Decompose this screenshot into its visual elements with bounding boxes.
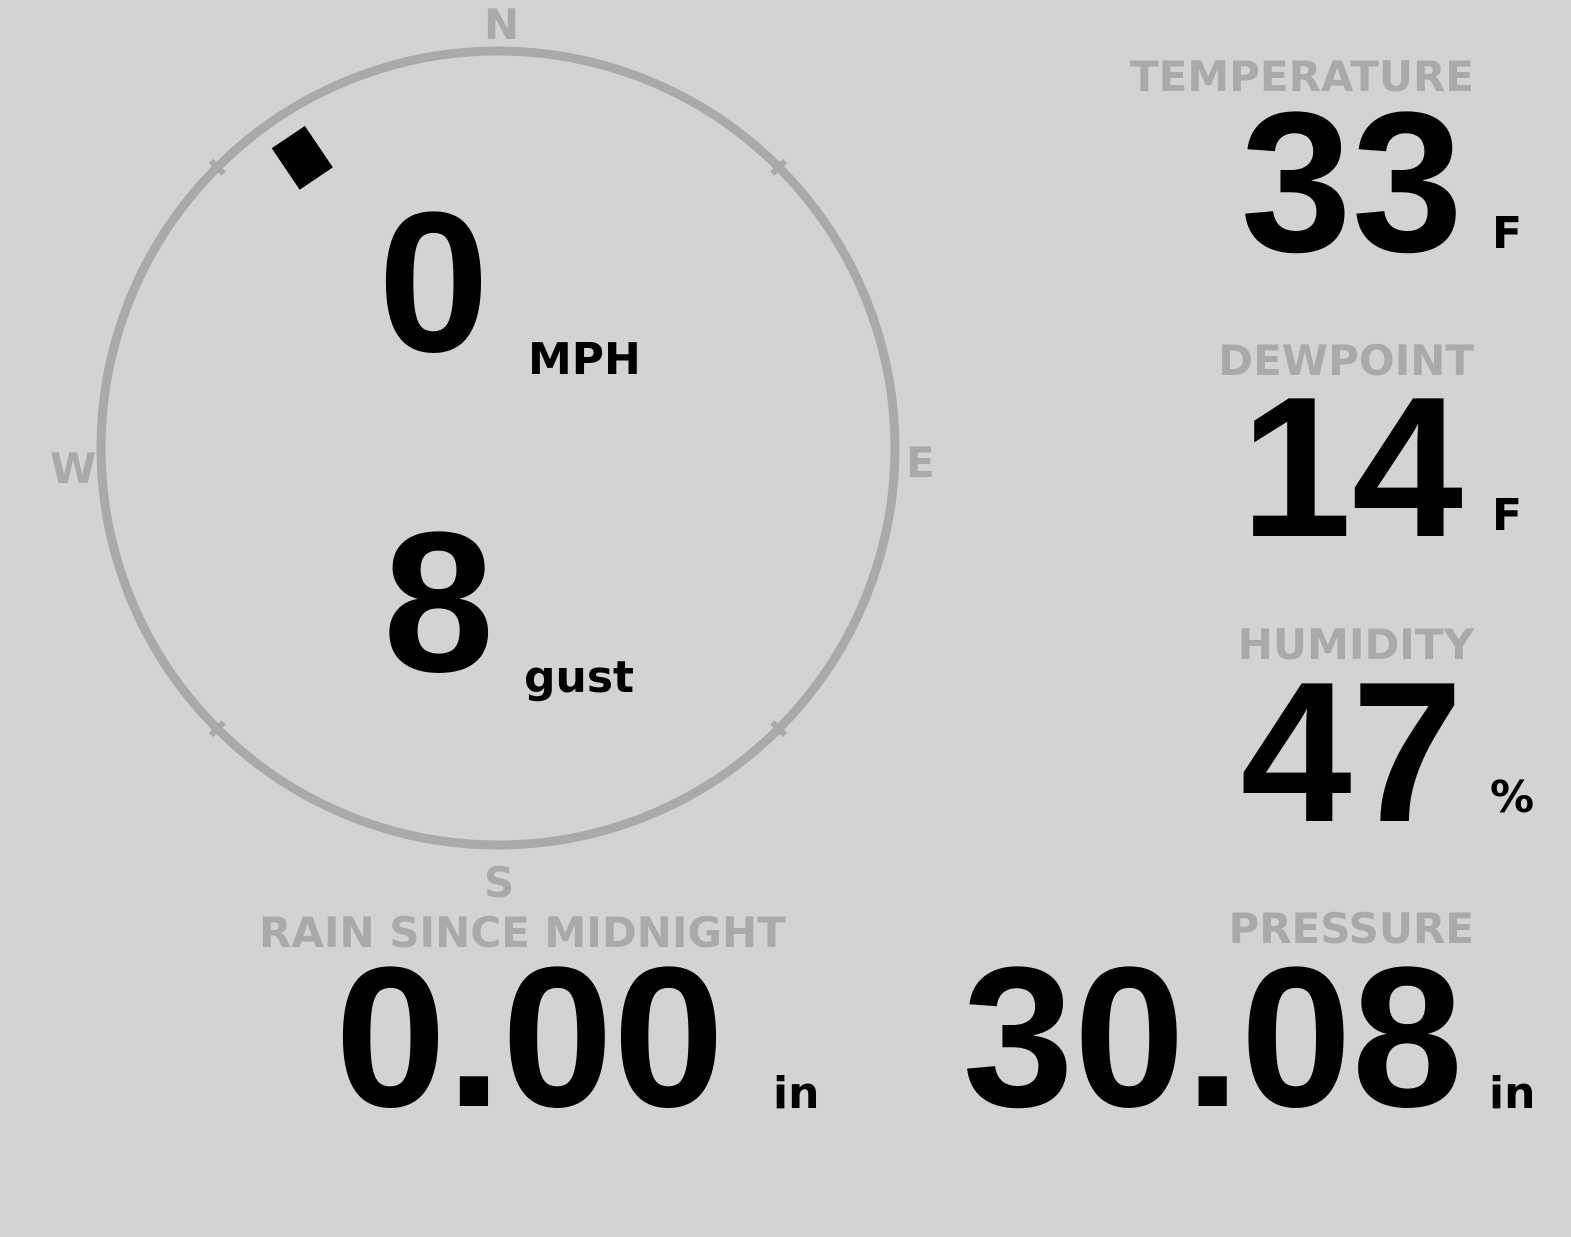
rain-unit: in [773, 1068, 820, 1119]
rain-label: RAIN SINCE MIDNIGHT [259, 908, 786, 957]
wind-speed-unit: MPH [528, 334, 641, 385]
compass-tick [208, 158, 226, 176]
pressure-unit: in [1489, 1068, 1536, 1119]
compass-tick [770, 158, 788, 176]
compass-south: S [484, 858, 515, 907]
compass-ring [96, 46, 900, 850]
humidity-label: HUMIDITY [1237, 620, 1474, 669]
rain-value: 0.00 [335, 926, 725, 1149]
humidity-unit: % [1490, 772, 1535, 823]
wind-direction-marker [271, 125, 333, 190]
dewpoint-value: 14 [1240, 356, 1463, 579]
compass-tick [208, 720, 226, 738]
temperature-label: TEMPERATURE [1130, 52, 1474, 101]
compass-west: W [50, 444, 97, 493]
temperature-unit: F [1492, 208, 1523, 259]
pressure-label: PRESSURE [1228, 904, 1474, 953]
compass-tick [770, 720, 788, 738]
wind-gust-value: 8 [383, 491, 495, 714]
compass-east: E [906, 438, 935, 487]
wind-gust-unit: gust [524, 652, 635, 703]
wind-speed-value: 0 [378, 171, 490, 394]
temperature-value: 33 [1240, 71, 1463, 294]
compass-north: N [484, 0, 520, 49]
dewpoint-label: DEWPOINT [1218, 336, 1474, 385]
dewpoint-unit: F [1492, 490, 1523, 541]
pressure-value: 30.08 [962, 926, 1464, 1149]
humidity-value: 47 [1240, 641, 1463, 864]
